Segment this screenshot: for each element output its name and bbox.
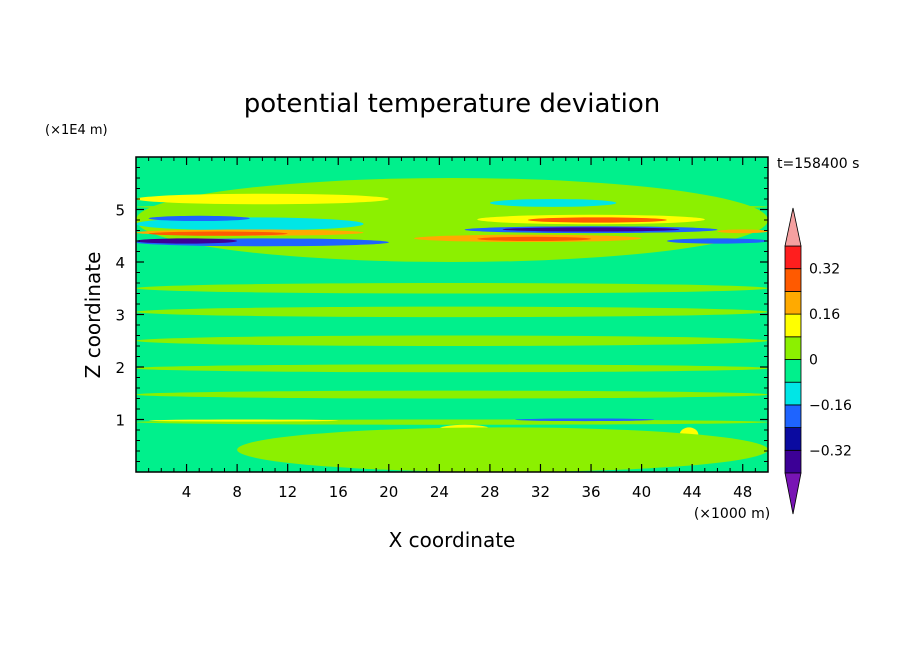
contour-band: [136, 238, 238, 244]
x-tick-label: 32: [531, 483, 550, 501]
y-tick-label: 2: [115, 359, 125, 377]
x-axis: 4 8 12 16 20 24 28 32 36 40 44 48: [148, 157, 756, 501]
contour-band: [515, 418, 655, 422]
y-axis-unit: (×1E4 m): [45, 123, 108, 138]
x-axis-unit: (×1000 m): [694, 506, 770, 522]
contour-band: [136, 390, 768, 399]
y-axis-label: Z coordinate: [81, 252, 105, 379]
x-tick-label: 40: [632, 483, 651, 501]
y-axis: 1 2 3 4 5: [115, 167, 768, 462]
contour-band: [136, 283, 768, 294]
contour-band: [136, 264, 768, 273]
time-label: t=158400 s: [777, 156, 859, 172]
colorbar: 0.32 0.16 0 −0.16 −0.32: [784, 207, 852, 515]
colorbar-tick-label: −0.16: [809, 398, 852, 414]
x-tick-label: 20: [379, 483, 398, 501]
x-tick-label: 24: [430, 483, 449, 501]
contour-band: [136, 364, 768, 373]
x-axis-label: X coordinate: [389, 528, 516, 552]
colorbar-over-triangle: [784, 207, 802, 247]
colorbar-segment: [784, 381, 802, 406]
contour-band: [489, 199, 617, 207]
colorbar-under-triangle: [784, 472, 802, 515]
colorbar-segment: [784, 359, 802, 383]
contour-band: [148, 215, 250, 222]
contour-band: [666, 238, 768, 244]
colorbar-segment: [784, 404, 802, 428]
contour-band: [136, 204, 768, 210]
plot-area: [135, 156, 769, 473]
contour-band: [237, 427, 768, 472]
contour-band: [136, 193, 389, 205]
y-tick-label: 5: [115, 202, 125, 220]
contour-band: [136, 335, 768, 346]
contour-band: [502, 227, 680, 232]
y-tick-label: 4: [115, 254, 125, 272]
contour-band: [148, 419, 339, 422]
y-tick-label: 3: [115, 307, 125, 325]
contour-band: [717, 229, 768, 234]
colorbar-segment: [784, 336, 802, 360]
colorbar-segment: [784, 449, 802, 474]
contour-band: [527, 217, 667, 223]
contour-band: [136, 306, 768, 318]
x-tick-label: 8: [232, 483, 242, 501]
x-tick-label: 4: [182, 483, 192, 501]
colorbar-segment: [784, 313, 802, 338]
colorbar-tick-label: −0.32: [809, 443, 852, 459]
contour-band: [477, 236, 592, 241]
x-tick-label: 16: [329, 483, 348, 501]
colorbar-tick-label: 0.32: [809, 262, 840, 278]
x-tick-label: 44: [683, 483, 702, 501]
colorbar-tick-label: 0.16: [809, 307, 840, 323]
colorbar-segment: [784, 268, 802, 292]
y-tick-label: 1: [115, 412, 125, 430]
chart-title: potential temperature deviation: [244, 89, 660, 119]
colorbar-segment: [784, 290, 802, 315]
contour-band: [148, 231, 288, 236]
contour-bands: [136, 178, 768, 472]
x-tick-label: 36: [581, 483, 600, 501]
colorbar-segment: [784, 245, 802, 270]
x-tick-label: 48: [733, 483, 752, 501]
x-tick-label: 12: [278, 483, 297, 501]
x-tick-label: 28: [480, 483, 499, 501]
colorbar-tick-label: 0: [809, 353, 818, 369]
colorbar-segment: [784, 427, 802, 451]
